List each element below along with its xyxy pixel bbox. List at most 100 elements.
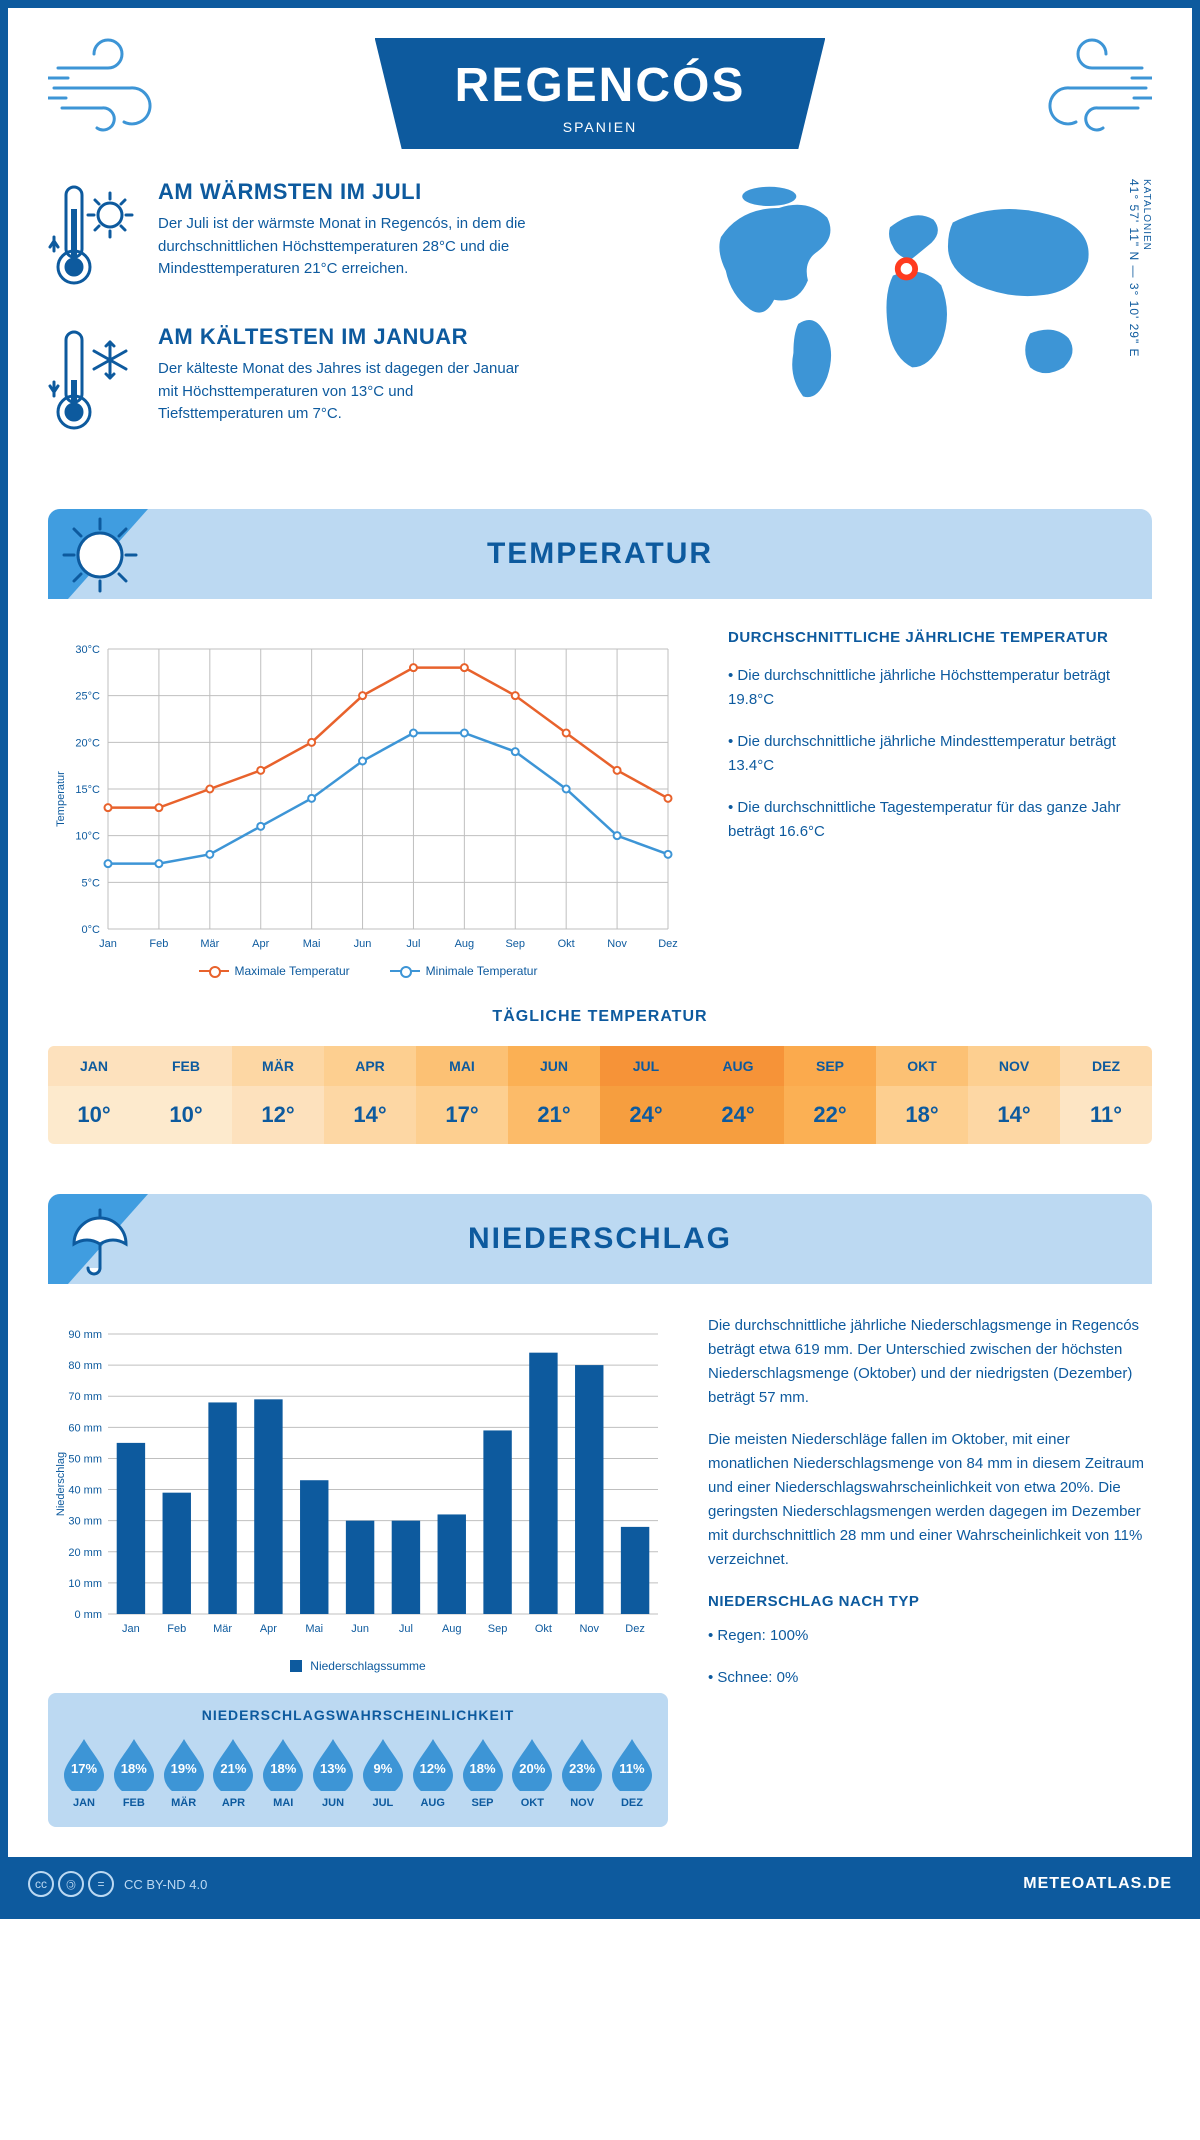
precip-prob-drop: 18% FEB <box>112 1737 156 1809</box>
svg-text:Aug: Aug <box>455 938 475 950</box>
title-banner: REGENCÓS SPANIEN <box>375 38 826 149</box>
svg-text:Jan: Jan <box>122 1623 140 1635</box>
svg-text:Jun: Jun <box>351 1623 369 1635</box>
precip-p1: Die durchschnittliche jährliche Niedersc… <box>708 1314 1152 1410</box>
svg-text:Nov: Nov <box>607 938 627 950</box>
svg-text:60 mm: 60 mm <box>68 1422 102 1434</box>
footer: cc🄯= CC BY-ND 4.0 METEOATLAS.DE <box>8 1857 1192 1911</box>
svg-text:Jan: Jan <box>99 938 117 950</box>
wind-icon <box>1012 38 1152 143</box>
daily-cell: MAI 17° <box>416 1046 508 1144</box>
cold-block: AM KÄLTESTEN IM JANUAR Der kälteste Mona… <box>48 324 652 439</box>
svg-text:Jun: Jun <box>354 938 372 950</box>
daily-cell: JAN 10° <box>48 1046 140 1144</box>
daily-cell: SEP 22° <box>784 1046 876 1144</box>
thermometer-sun-icon <box>48 179 138 294</box>
precipitation-header: NIEDERSCHLAG <box>48 1194 1152 1284</box>
prob-title: NIEDERSCHLAGSWAHRSCHEINLICHKEIT <box>62 1707 654 1723</box>
legend-max: Maximale Temperatur <box>235 964 350 978</box>
cold-title: AM KÄLTESTEN IM JANUAR <box>158 324 538 350</box>
svg-text:10 mm: 10 mm <box>68 1578 102 1590</box>
svg-text:Dez: Dez <box>625 1623 645 1635</box>
svg-text:20°C: 20°C <box>75 737 100 749</box>
svg-text:Sep: Sep <box>505 938 525 950</box>
precip-prob-drop: 19% MÄR <box>162 1737 206 1809</box>
svg-text:15°C: 15°C <box>75 784 100 796</box>
svg-text:Mai: Mai <box>303 938 321 950</box>
daily-cell: JUN 21° <box>508 1046 600 1144</box>
daily-title: TÄGLICHE TEMPERATUR <box>48 1008 1152 1026</box>
svg-text:20 mm: 20 mm <box>68 1547 102 1559</box>
daily-cell: DEZ 11° <box>1060 1046 1152 1144</box>
precip-legend: Niederschlagssumme <box>48 1659 668 1673</box>
coordinates: KATALONIEN 41° 57' 11" N — 3° 10' 29" E <box>1127 179 1152 469</box>
svg-text:Niederschlag: Niederschlag <box>55 1452 67 1516</box>
region: KATALONIEN <box>1141 179 1152 469</box>
precipitation-bar-chart: 0 mm10 mm20 mm30 mm40 mm50 mm60 mm70 mm8… <box>48 1314 668 1654</box>
precip-prob-drop: 11% DEZ <box>610 1737 654 1809</box>
precip-prob-drop: 9% JUL <box>361 1737 405 1809</box>
svg-text:Mär: Mär <box>213 1623 232 1635</box>
svg-text:Okt: Okt <box>535 1623 552 1635</box>
precip-prob-drop: 23% NOV <box>560 1737 604 1809</box>
precip-prob-drop: 21% APR <box>211 1737 255 1809</box>
svg-text:90 mm: 90 mm <box>68 1329 102 1341</box>
daily-cell: OKT 18° <box>876 1046 968 1144</box>
header: REGENCÓS SPANIEN <box>48 38 1152 149</box>
warm-title: AM WÄRMSTEN IM JULI <box>158 179 538 205</box>
daily-cell: AUG 24° <box>692 1046 784 1144</box>
intro-row: AM WÄRMSTEN IM JULI Der Juli ist der wär… <box>48 179 1152 469</box>
svg-text:Nov: Nov <box>579 1623 599 1635</box>
daily-temperature-strip: JAN 10° FEB 10° MÄR 12° APR 14° MAI 17° … <box>48 1046 1152 1144</box>
svg-text:Jul: Jul <box>399 1623 413 1635</box>
precipitation-probability-box: NIEDERSCHLAGSWAHRSCHEINLICHKEIT 17% JAN … <box>48 1693 668 1827</box>
svg-text:Sep: Sep <box>488 1623 508 1635</box>
precip-prob-drop: 12% AUG <box>411 1737 455 1809</box>
svg-text:10°C: 10°C <box>75 831 100 843</box>
svg-text:Mär: Mär <box>200 938 219 950</box>
daily-cell: APR 14° <box>324 1046 416 1144</box>
page-title: REGENCÓS <box>455 58 746 113</box>
section-title: NIEDERSCHLAG <box>468 1222 732 1256</box>
svg-text:Jul: Jul <box>406 938 420 950</box>
precip-b2: • Schnee: 0% <box>708 1666 1152 1690</box>
precipitation-text: Die durchschnittliche jährliche Niedersc… <box>708 1314 1152 1827</box>
daily-cell: FEB 10° <box>140 1046 232 1144</box>
latlon: 41° 57' 11" N — 3° 10' 29" E <box>1127 179 1141 358</box>
svg-text:Mai: Mai <box>305 1623 323 1635</box>
svg-text:0 mm: 0 mm <box>75 1609 103 1621</box>
precip-prob-drop: 18% MAI <box>261 1737 305 1809</box>
wind-icon <box>48 38 188 143</box>
svg-text:Temperatur: Temperatur <box>55 771 67 827</box>
precip-prob-drop: 13% JUN <box>311 1737 355 1809</box>
precip-b1: • Regen: 100% <box>708 1624 1152 1648</box>
svg-text:Okt: Okt <box>558 938 575 950</box>
svg-text:25°C: 25°C <box>75 691 100 703</box>
precip-prob-drop: 20% OKT <box>510 1737 554 1809</box>
thermometer-snow-icon <box>48 324 138 439</box>
svg-text:70 mm: 70 mm <box>68 1391 102 1403</box>
precip-prob-drop: 17% JAN <box>62 1737 106 1809</box>
svg-text:50 mm: 50 mm <box>68 1453 102 1465</box>
legend-min: Minimale Temperatur <box>426 964 538 978</box>
svg-text:Apr: Apr <box>252 938 269 950</box>
fact-1: • Die durchschnittliche jährliche Höchst… <box>728 664 1152 712</box>
section-title: TEMPERATUR <box>487 537 713 571</box>
svg-text:Aug: Aug <box>442 1623 462 1635</box>
precip-p2: Die meisten Niederschläge fallen im Okto… <box>708 1428 1152 1572</box>
precip-prob-drop: 18% SEP <box>461 1737 505 1809</box>
daily-cell: NOV 14° <box>968 1046 1060 1144</box>
temperature-header: TEMPERATUR <box>48 509 1152 599</box>
svg-text:30°C: 30°C <box>75 644 100 656</box>
precip-type-title: NIEDERSCHLAG NACH TYP <box>708 1590 1152 1614</box>
svg-text:0°C: 0°C <box>82 924 101 936</box>
svg-text:30 mm: 30 mm <box>68 1516 102 1528</box>
site-name: METEOATLAS.DE <box>1023 1875 1172 1893</box>
facts-title: DURCHSCHNITTLICHE JÄHRLICHE TEMPERATUR <box>728 629 1152 646</box>
temperature-facts: DURCHSCHNITTLICHE JÄHRLICHE TEMPERATUR •… <box>728 629 1152 978</box>
cold-text: Der kälteste Monat des Jahres ist dagege… <box>158 358 538 426</box>
fact-3: • Die durchschnittliche Tagestemperatur … <box>728 796 1152 844</box>
license: CC BY-ND 4.0 <box>124 1877 207 1892</box>
legend-label: Niederschlagssumme <box>310 1659 425 1673</box>
sun-icon <box>60 515 140 595</box>
